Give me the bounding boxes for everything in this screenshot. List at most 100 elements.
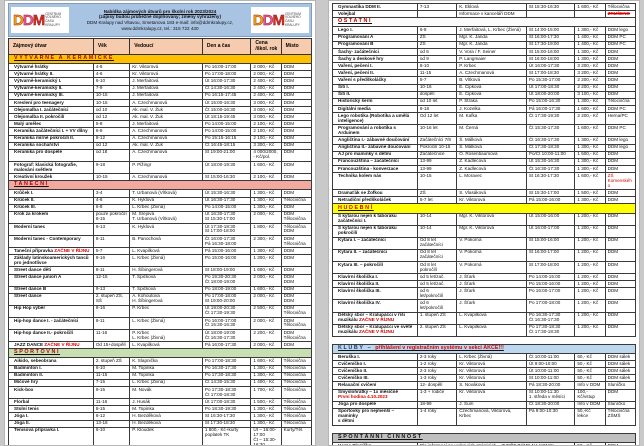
cell-place: Tělocvična xyxy=(280,405,313,414)
cell-age: Od 8 let pokročilí xyxy=(416,260,458,275)
cell-place: Tělocvična xyxy=(280,412,313,421)
cell-age: 7-13 xyxy=(416,2,458,12)
cell-time: Po 17:00-18:00 xyxy=(525,299,576,313)
cell-leader: L. Krbec (Živná) xyxy=(129,316,203,331)
cell-price: 2 400,- Kč xyxy=(250,91,282,100)
cell-time: St 18:00-19:00 xyxy=(201,266,252,275)
column-header-cell-name: Zájmový útvar xyxy=(8,38,94,55)
cell-name: Cvičeníčko II. xyxy=(332,367,418,376)
activity-row: Angličtina I.- zábavné doučování Začátečn… xyxy=(332,136,637,145)
cell-time: St 16:30-17:30 xyxy=(201,412,252,421)
cell-leader: Z. Kadlecová xyxy=(456,157,527,166)
activity-row: Šití I. 10-16 E. Čipková Út 17:00-18:30 2 20… xyxy=(332,83,637,92)
activity-row: Krůček III. 6-8 L. Krbec (Živná) Po 14:00-1… xyxy=(8,203,313,212)
cell-name: Výtvarné hrátky xyxy=(8,63,94,72)
cell-price: 100,- Kč/vstup xyxy=(574,388,606,402)
cell-price: 2 400,- Kč xyxy=(250,84,282,93)
cell-leader: J. Merfaitová xyxy=(129,120,203,129)
cell-price: 1 300,- Kč xyxy=(250,254,282,268)
cell-place: Tělocvična DDM xyxy=(280,222,313,237)
cell-place: DDM xyxy=(280,134,313,143)
cell-time: Po 18:30-19:30 xyxy=(201,405,252,414)
cell-leader: A. Czechmanová xyxy=(456,69,527,78)
cell-price: 50,- Kč xyxy=(574,442,606,445)
cell-age: 1-3 roky xyxy=(416,374,458,383)
cell-price: 50,- Kč xyxy=(574,360,606,369)
cell-age: 7-15 xyxy=(92,378,131,388)
cell-name: Olejomalba II. pokročilí xyxy=(8,113,94,122)
cell-leader: J. Merfaitová, L. Krbec (Živná) xyxy=(456,26,527,35)
activity-row: Netradiční předškoláček 5-7 let Kr. Viktor… xyxy=(332,196,637,205)
cell-time: St 19:00-21:00 xyxy=(201,148,252,162)
cell-price: 2 500,- Kč xyxy=(250,304,282,318)
cell-place: DDM DDM xyxy=(280,273,313,287)
cell-time: Pá 16:00-17:30 xyxy=(525,105,576,114)
page-1: DDM CENTRUM VOLNÉHO ČASU KRALUPY Nabídka … xyxy=(4,0,316,446)
cell-place: DDM xyxy=(280,341,313,350)
activity-row: Klavírní školička I. od 5 let/zač. J. Šťar… xyxy=(332,273,637,282)
cell-leader: Š. Málková xyxy=(456,136,527,145)
cell-place: DDM xyxy=(604,311,637,325)
cell-price: 2 100,- Kč xyxy=(250,173,282,182)
cell-leader: S. Nováková xyxy=(456,381,527,390)
column-header-cell-price: Cena /škol. rok xyxy=(250,38,282,55)
page-2-tables: Gymnastika DDM II. 7-13 K. Eklová St 15:30-… xyxy=(332,2,637,445)
cell-name: S kytarou nejen k táboráku začátečníci I… xyxy=(332,212,418,226)
cell-age: 9-13 xyxy=(92,285,131,294)
cell-age: 2. stupeň ZŠ, SŠ xyxy=(92,292,131,306)
cell-leader: P. Straka xyxy=(456,97,527,107)
cell-age: 10-15 xyxy=(92,173,131,182)
cell-price: 1 200,- Kč xyxy=(574,236,606,250)
cell-price: 3 300,- Kč xyxy=(250,141,282,150)
cell-time: St 16:00-17:00 xyxy=(525,248,576,262)
cell-time: Út 17:00-18:30 xyxy=(201,398,252,407)
cell-place: DDM xyxy=(604,62,637,71)
cell-price: 1 400,- Kč xyxy=(574,33,606,42)
cell-price: 1 300,- Kč xyxy=(250,364,282,373)
cell-leader: Mgr. K. Viktorová xyxy=(456,224,527,238)
cell-place: DDM xyxy=(604,83,637,92)
cell-place: Tělocvična xyxy=(280,364,313,373)
activity-row: Kytara I. – začátečníci Od 8 let začátečn… xyxy=(332,236,637,250)
cell-price: Út – 16:00-17:00 Čt – 15:30-16:30 xyxy=(250,426,282,445)
cell-time: Út 9:00-10:00 xyxy=(525,360,576,369)
cell-name: Technika kolem nás xyxy=(332,172,418,191)
cell-place: DDM xyxy=(604,280,637,289)
cell-name: Výtvarně-keramický II. xyxy=(8,84,94,93)
cell-place: Sluníčko xyxy=(604,381,637,390)
cell-age: ZŠ xyxy=(416,40,458,49)
cell-place: Tělocvična xyxy=(280,357,313,366)
cell-name: Relaxační cvičení xyxy=(332,381,418,390)
cell-age: 7-9 xyxy=(92,84,131,93)
activity-row: Základy latinskoamerických tanců pro jed… xyxy=(8,254,313,268)
cell-price: 2 000,- Kč xyxy=(250,292,282,306)
cell-name: Míčové hry xyxy=(8,378,94,388)
section-header-label: SPORTOVNÍ xyxy=(8,348,312,359)
cell-age: od 6 xyxy=(416,47,458,57)
cell-price: 4 000/2000, - Kč/pol. xyxy=(250,148,282,162)
cell-leader: P. Kloudek xyxy=(129,426,203,445)
cell-age: 4-6 xyxy=(92,196,131,205)
cell-time: St 15:00-16:30 xyxy=(201,173,252,182)
cell-price: 1 600,- Kč xyxy=(574,105,606,114)
activity-row: Klavírní školička II. od 5 let/zač. J. Šťa… xyxy=(332,280,637,289)
cell-age: 10-16 xyxy=(416,83,458,92)
cell-price: 1 200,- Kč xyxy=(574,299,606,313)
cell-place: DDM PC xyxy=(604,105,637,114)
cell-price: 1 200,- Kč xyxy=(574,280,606,289)
cell-leader: K. Hyklová xyxy=(129,222,203,237)
cell-place: DDM sálek xyxy=(604,374,637,383)
cell-price: 1 300,- Kč xyxy=(574,164,606,174)
activity-row: Historický šerm od 10 let P. Straka Po 15:0… xyxy=(332,97,637,107)
activity-row: Klavírní školička III. od 6 let/pokročilí… xyxy=(332,287,637,301)
cell-name: Kreativní kroužek xyxy=(8,173,94,182)
cell-leader: A. Kohoutová H. Šíbingerová xyxy=(129,292,203,306)
cell-age: Od 8 let začátečníci xyxy=(416,236,458,250)
cell-age: 6-10 xyxy=(92,426,131,445)
cell-time xyxy=(525,10,576,19)
cell-leader: Kr. Viktorová xyxy=(129,70,203,79)
activity-row: Vaření s předškoláčky 5-7 B. Vítková Po 15:… xyxy=(332,76,637,85)
cell-place: DDM xyxy=(280,141,313,150)
cell-time: Čt 18:30-20:00 xyxy=(525,400,576,409)
cell-leader: J. Merfaitová xyxy=(129,77,203,86)
